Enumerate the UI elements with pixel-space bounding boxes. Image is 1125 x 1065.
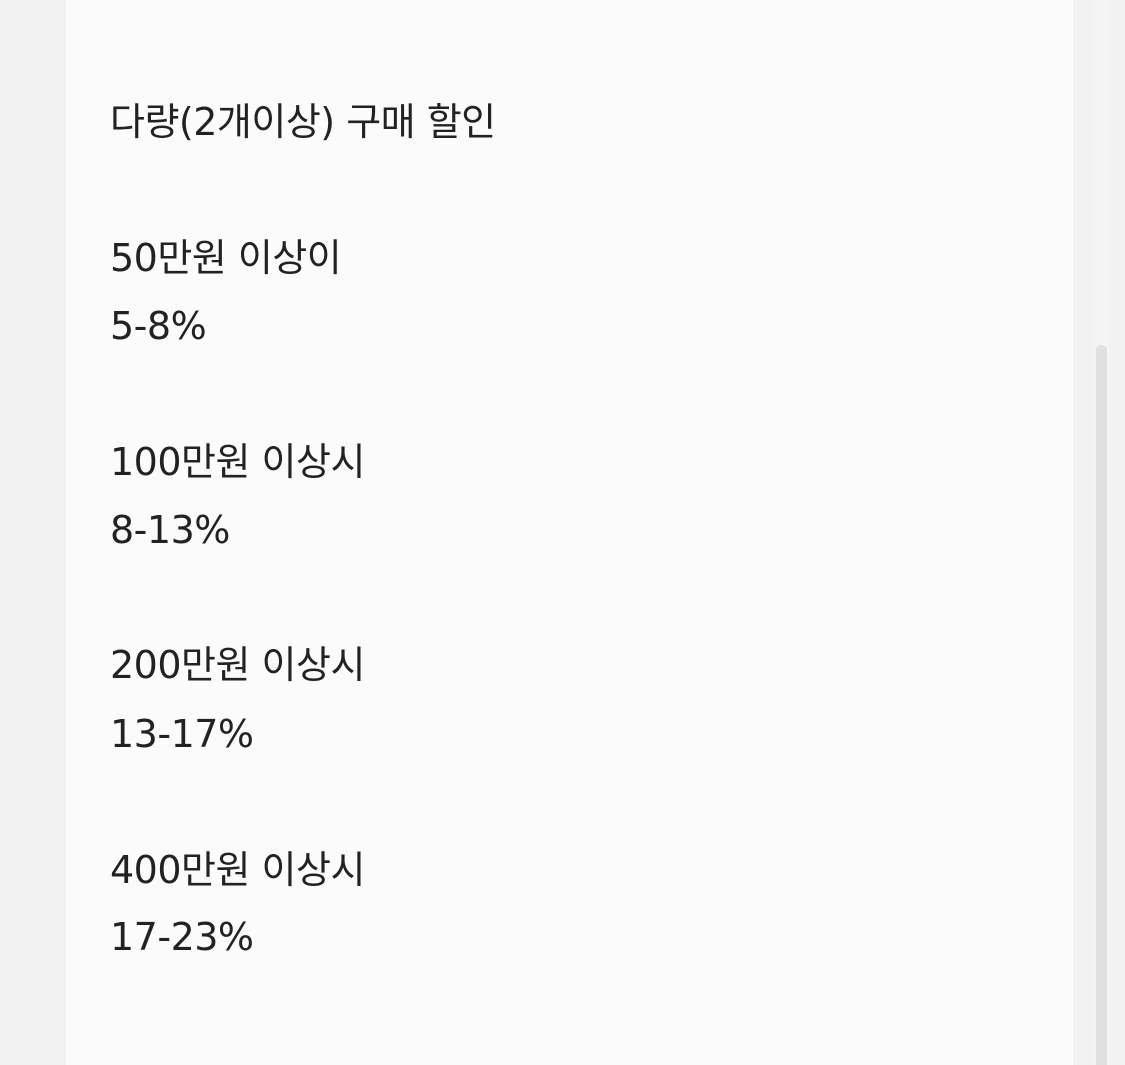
tier-discount: 13-17% [110, 712, 254, 756]
content-card [66, 0, 1073, 1065]
tier-threshold: 400만원 이상시 [110, 848, 365, 892]
tier-discount: 8-13% [110, 508, 230, 552]
tier-threshold: 200만원 이상시 [110, 643, 365, 687]
tier-threshold: 100만원 이상시 [110, 440, 365, 484]
scrollbar-thumb[interactable] [1096, 345, 1107, 1065]
tier-discount: 5-8% [110, 304, 207, 348]
tier-threshold: 50만원 이상이 [110, 236, 342, 280]
section-title: 다량(2개이상) 구매 할인 [110, 100, 496, 144]
tier-discount: 17-23% [110, 915, 254, 959]
